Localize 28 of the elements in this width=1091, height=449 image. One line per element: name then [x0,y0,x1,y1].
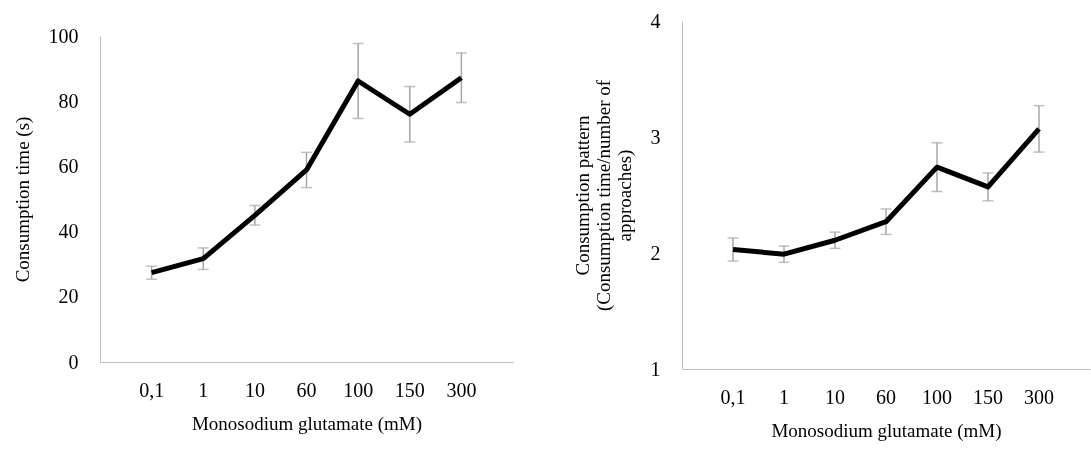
y-tick-label: 40 [58,220,79,243]
x-tick-label: 0,1 [720,385,746,408]
y-tick-label: 20 [58,285,79,308]
y-tick-label: 60 [58,154,79,177]
x-tick-label: 1 [779,385,789,408]
y-tick-label: 4 [650,9,661,32]
y-tick-label: 80 [58,89,79,112]
x-axis-title: Monosodium glutamate (mM) [191,412,423,435]
x-tick-label: 150 [394,378,425,401]
y-tick-label: 0 [68,350,79,373]
x-tick-label: 1 [198,378,209,401]
y-tick-label: 1 [650,357,661,380]
x-tick-label: 10 [825,385,845,408]
y-tick-label: 2 [650,241,661,264]
y-tick-label: 3 [650,125,661,148]
x-tick-label: 100 [343,378,374,401]
y-tick-label: 100 [48,24,79,47]
y-axis-title: Consumption time (s) [11,116,34,283]
x-tick-label: 300 [1024,385,1054,408]
x-tick-label: 100 [922,385,952,408]
x-tick-label: 0,1 [139,378,165,401]
x-tick-label: 60 [876,385,896,408]
x-tick-label: 60 [296,378,317,401]
x-tick-label: 10 [244,378,265,401]
y-axis-title: Consumption pattern (Consumption time/number of approaches) [571,79,636,312]
x-tick-label: 300 [446,378,477,401]
x-tick-label: 150 [973,385,1003,408]
x-axis-title: Monosodium glutamate (mM) [771,419,1002,442]
